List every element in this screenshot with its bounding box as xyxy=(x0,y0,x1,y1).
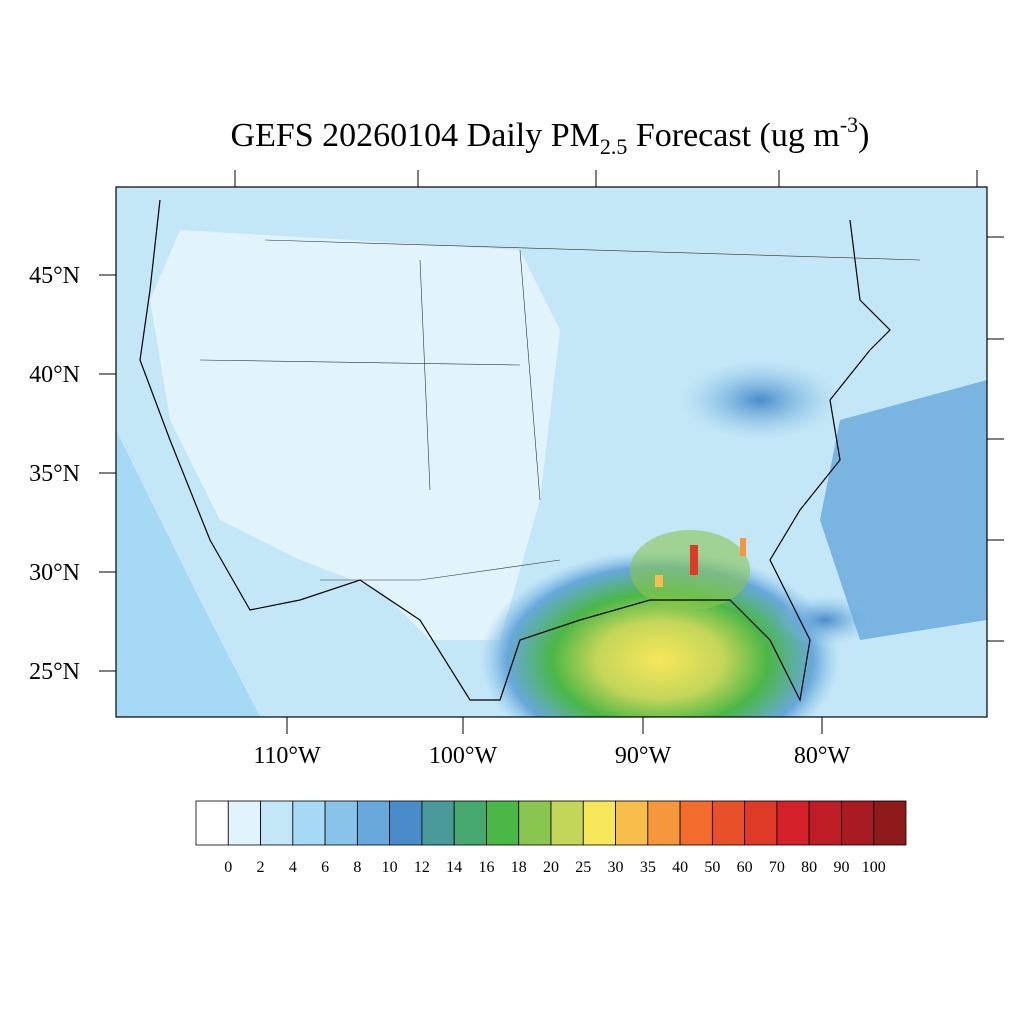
title-text: ) xyxy=(858,117,869,154)
hotspot xyxy=(740,538,746,556)
colorbar-box xyxy=(195,800,229,846)
colorbar-label: 100 xyxy=(862,859,886,876)
coastline xyxy=(139,199,891,702)
lat-label: 40°N xyxy=(29,362,80,388)
colorbar-box xyxy=(486,800,520,846)
colorbar-label: 60 xyxy=(737,859,753,876)
colorbar-box xyxy=(582,800,616,846)
title-text: Forecast (ug m xyxy=(627,117,839,154)
lon-label: 100°W xyxy=(429,743,498,769)
colorbar-box xyxy=(873,800,907,846)
ocean xyxy=(116,187,987,240)
colorbar-label: 8 xyxy=(353,859,361,876)
lon-label: 110°W xyxy=(253,743,321,769)
frame-ticks xyxy=(99,170,1004,734)
colorbar-box xyxy=(744,800,778,846)
title: GEFS 20260104 Daily PM2.5 Forecast (ug m… xyxy=(231,112,870,159)
colorbar-label: 25 xyxy=(575,859,591,876)
title-text: GEFS 20260104 Daily PM xyxy=(231,117,600,154)
colorbar-box xyxy=(260,800,294,846)
colorbar-box xyxy=(389,800,423,846)
colorbar-label: 70 xyxy=(769,859,785,876)
colorbar-box xyxy=(679,800,713,846)
land-clean xyxy=(150,230,560,640)
colorbar-label: 6 xyxy=(321,859,329,876)
map-frame xyxy=(115,186,988,718)
lat-label: 35°N xyxy=(29,461,80,487)
colorbar-label: 12 xyxy=(414,859,430,876)
colorbar-label: 40 xyxy=(672,859,688,876)
colorbar-box xyxy=(421,800,455,846)
colorbar-label: 90 xyxy=(833,859,849,876)
title-superscript: -3 xyxy=(840,112,858,137)
colorbar-label: 20 xyxy=(543,859,559,876)
colorbar-box xyxy=(615,800,649,846)
hotspot xyxy=(655,575,663,587)
colorbar-box xyxy=(841,800,875,846)
colorbar-box xyxy=(227,800,261,846)
colorbar-label: 30 xyxy=(608,859,624,876)
colorbar-box xyxy=(356,800,391,846)
lat-label: 25°N xyxy=(29,659,80,685)
colorbar-label: 16 xyxy=(478,859,494,876)
lon-label: 80°W xyxy=(794,743,851,769)
colorbar-label: 50 xyxy=(704,859,720,876)
colorbar-label: 2 xyxy=(257,859,265,876)
plume xyxy=(680,360,840,440)
ocean-plume xyxy=(820,380,987,640)
map-field xyxy=(116,187,987,717)
colorbar-label: 10 xyxy=(382,859,398,876)
colorbar-box xyxy=(518,800,552,846)
colorbar-box xyxy=(711,800,746,846)
colorbar-box xyxy=(647,800,681,846)
colorbar-label: 18 xyxy=(511,859,527,876)
colorbar-box xyxy=(292,800,326,846)
colorbar-label: 14 xyxy=(446,859,462,876)
hotspot xyxy=(690,545,698,575)
colorbar-box xyxy=(776,800,810,846)
gulf-plume xyxy=(480,550,840,717)
state-borders xyxy=(199,239,921,581)
colorbar-box xyxy=(324,800,358,846)
colorbar-box xyxy=(453,800,487,846)
colorbar-box xyxy=(550,800,584,846)
lon-label: 90°W xyxy=(615,743,672,769)
title-subscript: 2.5 xyxy=(600,134,628,159)
colorbar-label: 80 xyxy=(801,859,817,876)
lat-label: 45°N xyxy=(29,263,80,289)
colorbar: 0 2 4 6 8 10 12 14 16 18 20 25 30 35 40 50 60 70 80 90 100 xyxy=(195,800,907,876)
lat-label: 30°N xyxy=(29,560,80,586)
pacific xyxy=(116,430,260,717)
colorbar-label: 0 xyxy=(224,859,232,876)
plume xyxy=(775,595,875,645)
colorbar-box xyxy=(808,800,842,846)
colorbar-label: 35 xyxy=(640,859,656,876)
colorbar-label: 4 xyxy=(289,859,297,876)
